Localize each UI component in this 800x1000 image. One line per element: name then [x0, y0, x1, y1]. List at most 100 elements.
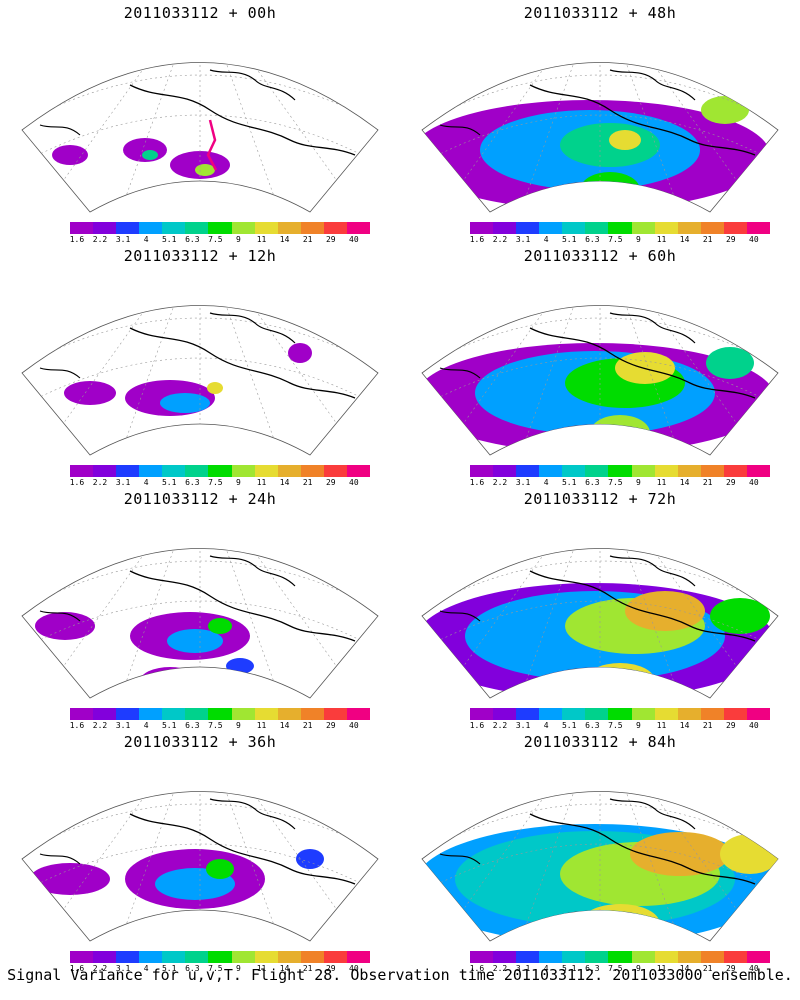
- colorbar-swatch: [254, 708, 278, 720]
- colorbar: [470, 708, 771, 720]
- colorbar-tick-label: 7.5: [208, 964, 223, 973]
- coastline: [39, 124, 81, 136]
- colorbar-tick-label: 1.6: [69, 235, 85, 244]
- variance-region: [288, 343, 312, 363]
- colorbar-labels: 1.6 2.2 3.1 4 5.1 6.3 7.5 9 11 14 21 29 40: [70, 235, 370, 245]
- colorbar-swatch: [139, 708, 163, 720]
- colorbar-swatch: [493, 465, 517, 477]
- colorbar-swatch: [746, 465, 771, 477]
- colorbar-tick-label: 1.6: [69, 478, 85, 487]
- colorbar-tick-label: 4: [143, 721, 149, 730]
- colorbar-tick-label: 5.1: [561, 235, 577, 244]
- coastline: [529, 570, 756, 642]
- colorbar-tick-label: 5.1: [161, 235, 177, 244]
- colorbar-tick-label: 11: [256, 235, 267, 244]
- colorbar-tick-label: 40: [349, 721, 359, 730]
- variance-field: [422, 791, 778, 941]
- colorbar-swatch: [493, 222, 517, 234]
- colorbar-swatch: [585, 465, 609, 477]
- colorbar-swatch: [277, 951, 301, 963]
- colorbar-tick-label: 7.5: [608, 235, 623, 244]
- variance-region: [35, 612, 95, 640]
- colorbar-labels: 1.6 2.2 3.1 4 5.1 6.3 7.5 9 11 14 21 29 40: [470, 964, 770, 974]
- colorbar-swatch: [231, 465, 255, 477]
- colorbar-tick-label: 9: [636, 235, 641, 244]
- colorbar-tick-label: 1.6: [69, 964, 85, 973]
- colorbar-tick-label: 29: [725, 235, 736, 244]
- coastline: [529, 84, 756, 156]
- colorbar-tick-label: 7.5: [608, 721, 623, 730]
- colorbar-tick-label: 1.6: [69, 721, 85, 730]
- colorbar-swatch: [185, 222, 209, 234]
- panel-title: 2011033112 + 72h: [523, 490, 677, 508]
- colorbar-tick-label: 29: [725, 478, 736, 487]
- variance-map: [21, 62, 379, 213]
- colorbar-swatch: [516, 708, 540, 720]
- colorbar-tick-label: 2.2: [92, 964, 108, 973]
- colorbar-swatch: [562, 222, 586, 234]
- colorbar-tick-label: 7.5: [208, 478, 223, 487]
- colorbar-swatch: [493, 951, 517, 963]
- colorbar-labels: 1.6 2.2 3.1 4 5.1 6.3 7.5 9 11 14 21 29 40: [70, 721, 370, 731]
- colorbar-swatch: [70, 951, 94, 963]
- colorbar-tick-label: 9: [236, 964, 241, 973]
- colorbar-swatch: [470, 708, 494, 720]
- colorbar: [70, 708, 371, 720]
- colorbar-tick-label: 3.1: [515, 964, 531, 973]
- colorbar-tick-label: 11: [256, 478, 267, 487]
- coastline: [439, 853, 481, 865]
- coastline: [39, 853, 81, 865]
- colorbar-swatch: [539, 951, 563, 963]
- colorbar-swatch: [277, 465, 301, 477]
- colorbar-tick-label: 14: [279, 721, 290, 730]
- colorbar-tick-label: 11: [656, 721, 667, 730]
- colorbar-tick-label: 4: [143, 964, 149, 973]
- colorbar-swatch: [70, 222, 94, 234]
- colorbar-tick-label: 3.1: [515, 235, 531, 244]
- panel-84h: 2011033112 + 84h 1.6 2.2 3.1 4 5.1 6.3 7.5 9 11 1…: [410, 729, 790, 974]
- variance-region: [625, 591, 705, 631]
- colorbar-tick-label: 7.5: [608, 964, 623, 973]
- colorbar-tick-label: 21: [702, 478, 713, 487]
- variance-region: [590, 415, 650, 451]
- map-domain-outline: [21, 62, 379, 213]
- colorbar-tick-label: 40: [749, 721, 759, 730]
- variance-region: [706, 347, 754, 379]
- colorbar-tick-label: 2.2: [92, 235, 108, 244]
- coastline: [39, 367, 81, 379]
- variance-region: [195, 164, 215, 176]
- colorbar-tick-label: 40: [349, 235, 359, 244]
- colorbar-tick-label: 5.1: [161, 721, 177, 730]
- variance-map: [421, 791, 779, 942]
- colorbar-tick-label: 4: [543, 721, 549, 730]
- colorbar-swatch: [677, 465, 701, 477]
- colorbar-swatch: [493, 708, 517, 720]
- colorbar-swatch: [608, 708, 632, 720]
- colorbar-swatch: [116, 222, 140, 234]
- colorbar-tick-label: 9: [636, 721, 641, 730]
- colorbar-swatch: [93, 951, 117, 963]
- panel-72h: 2011033112 + 72h 1.6 2.2 3.1 4 5.1 6.3 7.5 9 11 1…: [410, 486, 790, 731]
- colorbar-tick-label: 7.5: [208, 235, 223, 244]
- coastline: [609, 555, 696, 587]
- variance-region: [208, 618, 232, 634]
- colorbar-swatch: [70, 465, 94, 477]
- colorbar-swatch: [654, 708, 678, 720]
- colorbar-tick-label: 29: [325, 964, 336, 973]
- coastline: [209, 312, 296, 344]
- colorbar-tick-label: 11: [656, 235, 667, 244]
- colorbar-tick-label: 1.6: [469, 721, 485, 730]
- colorbar-swatch: [746, 951, 771, 963]
- coastline: [529, 813, 756, 885]
- coastline: [209, 69, 296, 101]
- colorbar-swatch: [208, 951, 232, 963]
- map-domain-outline: [21, 305, 379, 456]
- colorbar-tick-label: 6.3: [185, 721, 200, 730]
- variance-region: [222, 185, 238, 195]
- colorbar-swatch: [654, 951, 678, 963]
- colorbar-swatch: [677, 708, 701, 720]
- colorbar-tick-label: 14: [679, 721, 690, 730]
- colorbar-labels: 1.6 2.2 3.1 4 5.1 6.3 7.5 9 11 14 21 29 40: [470, 478, 770, 488]
- colorbar-swatch: [277, 222, 301, 234]
- colorbar-tick-label: 14: [679, 478, 690, 487]
